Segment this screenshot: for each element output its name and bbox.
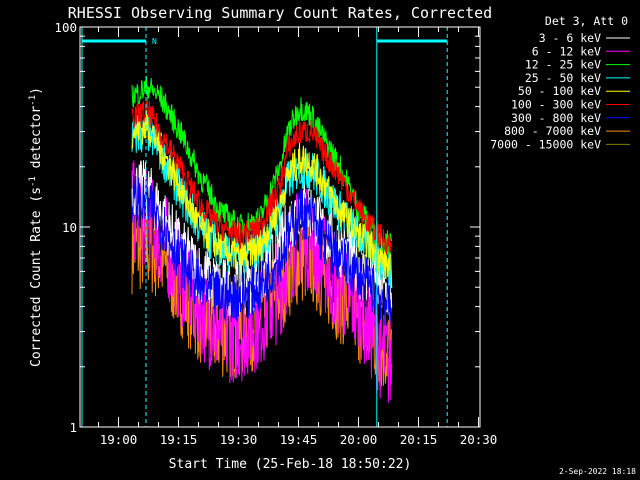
legend-label: 800 - 7000 keV — [504, 124, 601, 138]
y-tick-label: 10 — [62, 220, 77, 235]
y-tick-label: 1 — [69, 420, 77, 435]
x-tick-label: 20:15 — [400, 432, 438, 447]
x-tick-label: 19:30 — [220, 432, 258, 447]
axis-ticks — [80, 27, 480, 427]
legend-label: 12 - 25 keV — [525, 58, 601, 72]
y-axis-label: Corrected Count Rate (s-1 detector-1) — [28, 87, 44, 367]
legend-label: 6 - 12 keV — [532, 44, 601, 58]
x-tick-label: 19:00 — [100, 432, 138, 447]
series-12-25keV-trace — [131, 76, 393, 256]
x-tick-label: 19:15 — [160, 432, 198, 447]
series-6-12keV-trace — [131, 160, 393, 403]
legend-label: 300 - 800 keV — [511, 111, 601, 125]
x-tick-label: 19:45 — [280, 432, 318, 447]
series-layer — [131, 76, 393, 403]
legend-label: 50 - 100 keV — [518, 84, 601, 98]
marker-label: N — [152, 37, 157, 46]
date-stamp: 2-Sep-2022 18:18 — [559, 467, 636, 476]
axis-tick-labels: 19:00 19:15 19:30 19:45 20:00 20:15 20:30 1 10 10… — [54, 20, 497, 447]
y-tick-label: 100 — [54, 20, 77, 35]
legend-header: Det 3, Att 0 — [545, 14, 628, 28]
legend-label: 25 - 50 keV — [525, 71, 601, 85]
x-tick-label: 20:00 — [340, 432, 378, 447]
x-axis-label: Start Time (25-Feb-18 18:50:22) — [169, 457, 412, 472]
series-50-100keV-trace — [131, 109, 393, 289]
legend-label: 3 - 6 keV — [539, 31, 601, 45]
series-100-300keV-trace — [131, 98, 393, 255]
series-300-800keV-trace — [131, 175, 393, 330]
chart-title: RHESSI Observing Summary Count Rates, Co… — [68, 4, 492, 22]
legend-label: 100 - 300 keV — [511, 98, 601, 112]
x-tick-label: 20:30 — [460, 432, 498, 447]
legend-label: 7000 - 15000 keV — [490, 137, 601, 151]
annotation-layer: N — [81, 27, 448, 427]
